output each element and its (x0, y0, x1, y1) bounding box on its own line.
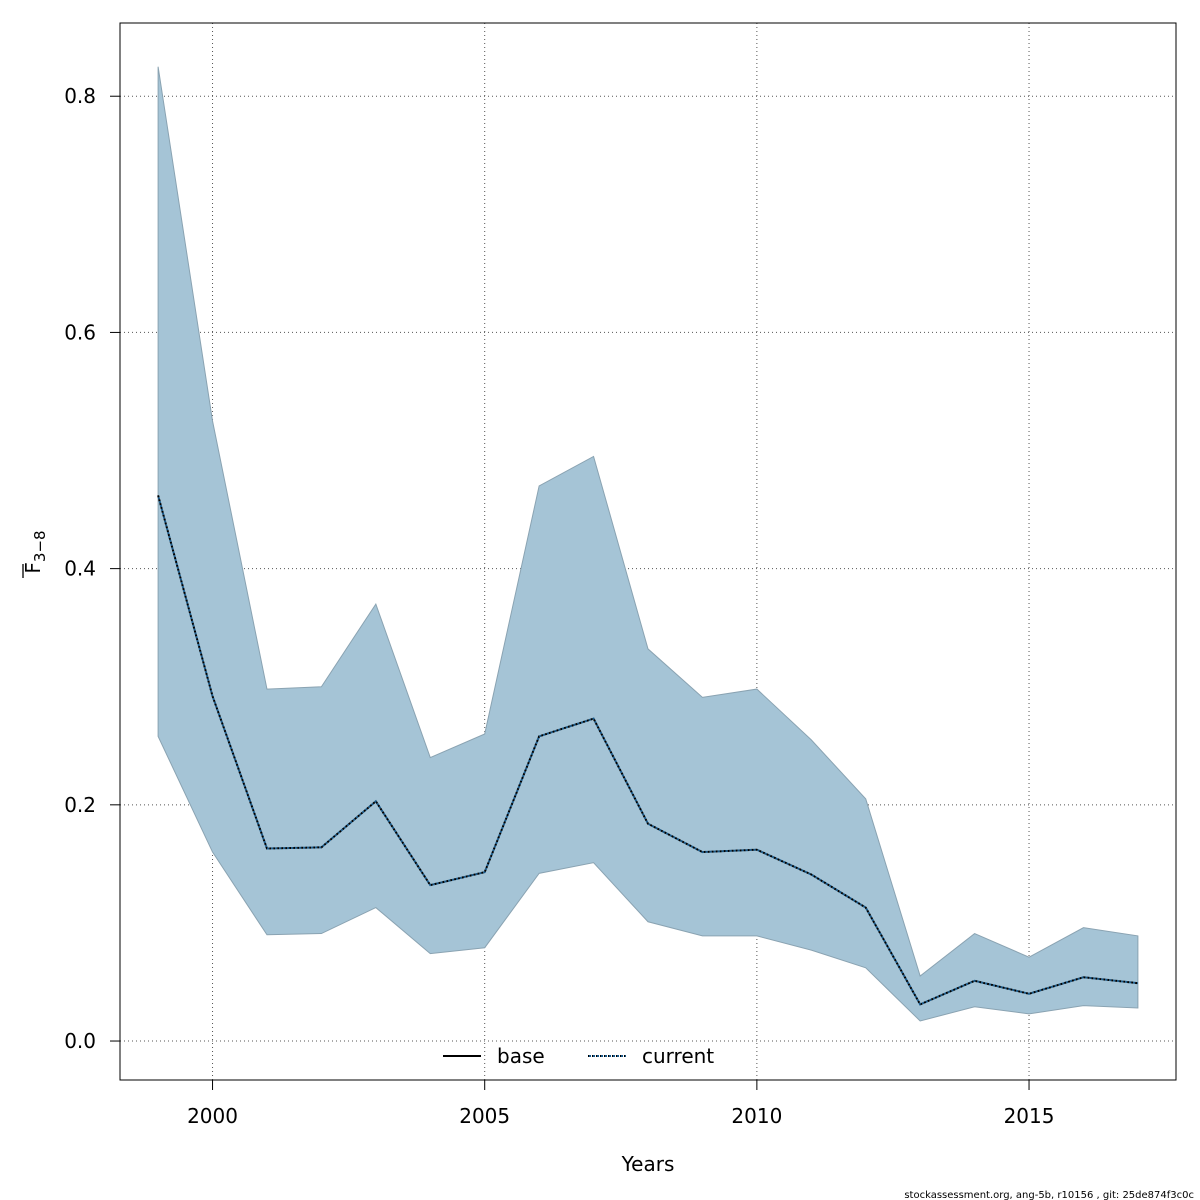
y-tick-label-0.4: 0.4 (64, 557, 96, 581)
confidence-band (157, 66, 1139, 1022)
x-tick-label-2005: 2005 (459, 1104, 510, 1128)
footer-note: stockassessment.org, ang-5b, r10156 , gi… (904, 1190, 1194, 1200)
y-tick-label-0.6: 0.6 (64, 320, 96, 344)
y-tick-label-0.8: 0.8 (64, 84, 96, 108)
x-axis-title: Years (621, 1152, 675, 1176)
series-lines-layer (157, 495, 1139, 1006)
series-line-current (157, 495, 1139, 1006)
series-line-base (157, 495, 1139, 1006)
x-tick-label-2010: 2010 (731, 1104, 782, 1128)
legend: base current (443, 1044, 714, 1068)
x-tick-label-2015: 2015 (1004, 1104, 1055, 1128)
y-axis-title-sub: 3−8 (31, 530, 49, 562)
y-tick-label-0.2: 0.2 (64, 793, 96, 817)
confidence-band-layer (157, 66, 1139, 1022)
axis-ticks-layer: 2000 2005 2010 2015 0.0 0.2 0.4 0.6 0.8 (64, 84, 1054, 1128)
x-tick-label-2000: 2000 (187, 1104, 238, 1128)
y-axis-title: F3−8 (21, 530, 49, 578)
y-tick-label-0.0: 0.0 (64, 1029, 96, 1053)
plot-frame (119, 22, 1177, 1081)
y-axis-title-main: F (21, 562, 45, 574)
legend-base-label: base (497, 1044, 545, 1068)
legend-current-label: current (642, 1044, 714, 1068)
svg-text:F3−8: F3−8 (21, 530, 49, 573)
